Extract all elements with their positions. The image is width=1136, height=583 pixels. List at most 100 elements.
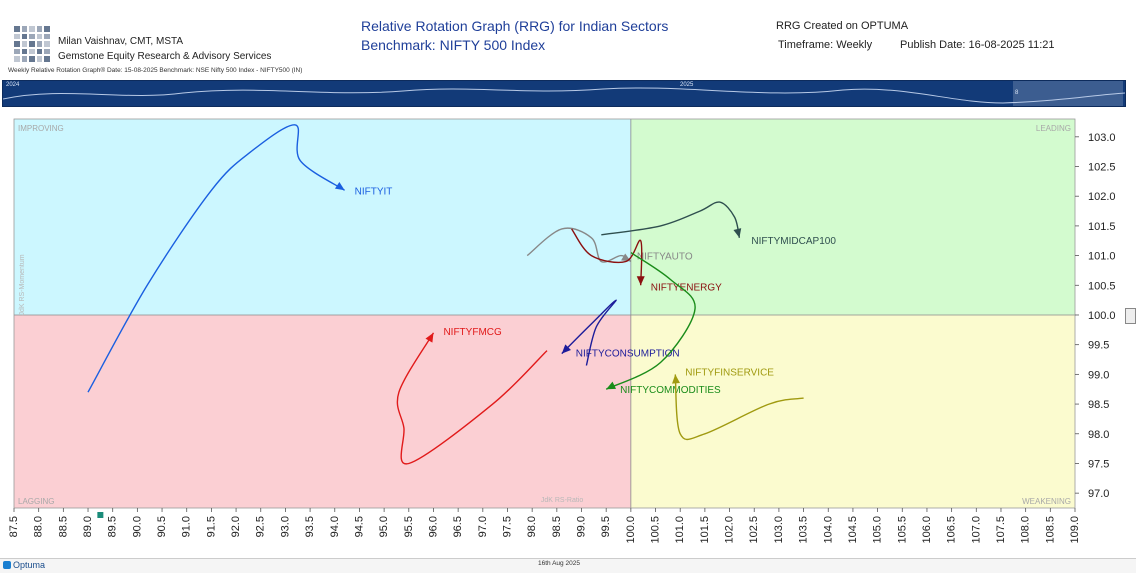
x-tick-label-35: 105.0 (872, 516, 884, 544)
x-tick-label-9: 92.0 (230, 516, 242, 537)
x-tick-label-14: 94.5 (353, 516, 365, 537)
tail-niftyenergy (571, 228, 643, 286)
x-tick-label-10: 92.5 (255, 516, 267, 537)
quadrant-label-lagging: LAGGING (18, 497, 54, 506)
x-tick-label-28: 101.5 (699, 516, 711, 544)
timeframe: Timeframe: Weekly (778, 39, 873, 51)
y-tick-label-4: 99.0 (1088, 369, 1109, 381)
x-tick-label-21: 98.0 (526, 516, 538, 537)
head-niftyfinservice (672, 374, 681, 384)
x-tick-label-6: 90.5 (156, 516, 168, 537)
x-tick-label-13: 94.0 (329, 516, 341, 537)
timeline-sparkline (3, 87, 1125, 104)
timeline-scrubber[interactable]: 2024 2025 8 (2, 80, 1126, 107)
x-tick-label-18: 96.5 (452, 516, 464, 537)
label-niftyconsumption: NIFTYCONSUMPTION (576, 349, 680, 360)
timeline-year-2024: 2024 (6, 82, 20, 88)
quadrant-label-improving: IMPROVING (18, 124, 64, 133)
company-logo (14, 26, 50, 62)
x-tick-label-22: 98.5 (551, 516, 563, 537)
created-on: RRG Created on OPTUMA (776, 20, 909, 32)
x-tick-label-23: 99.0 (576, 516, 588, 537)
quadrant-leading (630, 119, 1075, 315)
chart-scroll-handle[interactable] (1125, 308, 1136, 324)
quadrant-improving (14, 119, 631, 315)
x-tick-label-26: 100.5 (650, 516, 662, 544)
label-niftyenergy: NIFTYENERGY (651, 282, 722, 293)
x-tick-label-32: 103.5 (798, 516, 810, 544)
x-axis-title: JdK RS-Ratio (541, 497, 584, 504)
x-tick-label-1: 88.0 (33, 516, 45, 537)
y-tick-label-3: 98.5 (1088, 399, 1109, 411)
optuma-brand: Optuma (13, 560, 46, 570)
x-tick-label-27: 101.0 (674, 516, 686, 544)
tail-niftyfmcg (396, 332, 548, 465)
footer-date: 16th Aug 2025 (538, 560, 580, 567)
x-tick-label-11: 93.0 (279, 516, 291, 537)
label-niftymidcap100: NIFTYMIDCAP100 (751, 236, 836, 247)
x-tick-label-36: 105.5 (896, 516, 908, 544)
x-axis-handle[interactable] (97, 512, 104, 518)
timeline-year-2025: 2025 (680, 82, 694, 88)
head-niftycommodities (606, 381, 617, 390)
x-tick-label-33: 104.0 (822, 516, 834, 544)
y-tick-label-12: 103.0 (1088, 132, 1116, 144)
x-tick-label-31: 103.0 (773, 516, 785, 544)
benchmark-title: Benchmark: NIFTY 500 Index (361, 37, 546, 53)
y-tick-label-7: 100.5 (1088, 280, 1116, 292)
tail-niftymidcap100 (601, 201, 741, 238)
head-niftyit (334, 181, 345, 191)
label-niftyfinservice: NIFTYFINSERVICE (685, 367, 774, 378)
x-tick-label-30: 102.5 (748, 516, 760, 544)
quadrant-label-weakening: WEAKENING (1022, 497, 1071, 506)
x-tick-label-24: 99.5 (600, 516, 612, 537)
x-tick-label-5: 90.0 (131, 516, 143, 537)
label-niftyit: NIFTYIT (355, 186, 393, 197)
author-name: Milan Vaishnav, CMT, MSTA (58, 36, 184, 47)
company-name: Gemstone Equity Research & Advisory Serv… (58, 51, 272, 62)
tail-niftyit (87, 124, 345, 393)
x-tick-label-37: 106.0 (921, 516, 933, 544)
y-tick-label-8: 101.0 (1088, 251, 1116, 263)
head-niftyfmcg (425, 332, 434, 343)
x-tick-label-17: 96.0 (427, 516, 439, 537)
y-axis-title: JdK RS-Momentum (19, 254, 26, 315)
timeline-selection-marker: 8 (1015, 90, 1019, 96)
label-niftyauto: NIFTYAUTO (637, 252, 693, 263)
x-tick-label-19: 97.0 (477, 516, 489, 537)
head-niftymidcap100 (733, 228, 742, 238)
x-tick-label-38: 106.5 (946, 516, 958, 544)
y-tick-label-0: 97.0 (1088, 488, 1109, 500)
y-tick-label-2: 98.0 (1088, 429, 1109, 441)
tail-niftycommodities (605, 252, 696, 390)
chart-subheader: Weekly Relative Rotation Graph® Date: 15… (8, 67, 303, 74)
x-tick-label-15: 95.0 (378, 516, 390, 537)
x-tick-label-20: 97.5 (501, 516, 513, 537)
y-tick-label-6: 100.0 (1088, 310, 1116, 322)
label-niftyfmcg: NIFTYFMCG (443, 327, 502, 338)
y-tick-label-10: 102.0 (1088, 191, 1116, 203)
x-tick-label-7: 91.0 (181, 516, 193, 537)
chart-title: Relative Rotation Graph (RRG) for Indian… (361, 18, 669, 34)
tail-niftyauto (526, 227, 632, 263)
publish-date: Publish Date: 16-08-2025 11:21 (900, 39, 1055, 51)
x-tick-label-29: 102.0 (724, 516, 736, 544)
quadrant-label-leading: LEADING (1036, 124, 1071, 133)
x-tick-label-3: 89.0 (82, 516, 94, 537)
x-tick-label-42: 108.5 (1044, 516, 1056, 544)
y-tick-label-11: 102.5 (1088, 162, 1116, 174)
x-tick-label-12: 93.5 (304, 516, 316, 537)
x-tick-label-25: 100.0 (625, 516, 637, 544)
y-tick-label-5: 99.5 (1088, 340, 1109, 352)
quadrant-lagging (14, 314, 631, 508)
x-tick-label-8: 91.5 (205, 516, 217, 537)
tail-niftyconsumption (561, 299, 617, 366)
optuma-logo: Optuma (3, 560, 45, 570)
tail-niftyfinservice (674, 374, 804, 441)
x-tick-label-4: 89.5 (107, 516, 119, 537)
x-tick-label-39: 107.0 (970, 516, 982, 544)
x-tick-label-41: 108.0 (1020, 516, 1032, 544)
x-tick-label-16: 95.5 (403, 516, 415, 537)
y-tick-label-1: 97.5 (1088, 458, 1109, 470)
